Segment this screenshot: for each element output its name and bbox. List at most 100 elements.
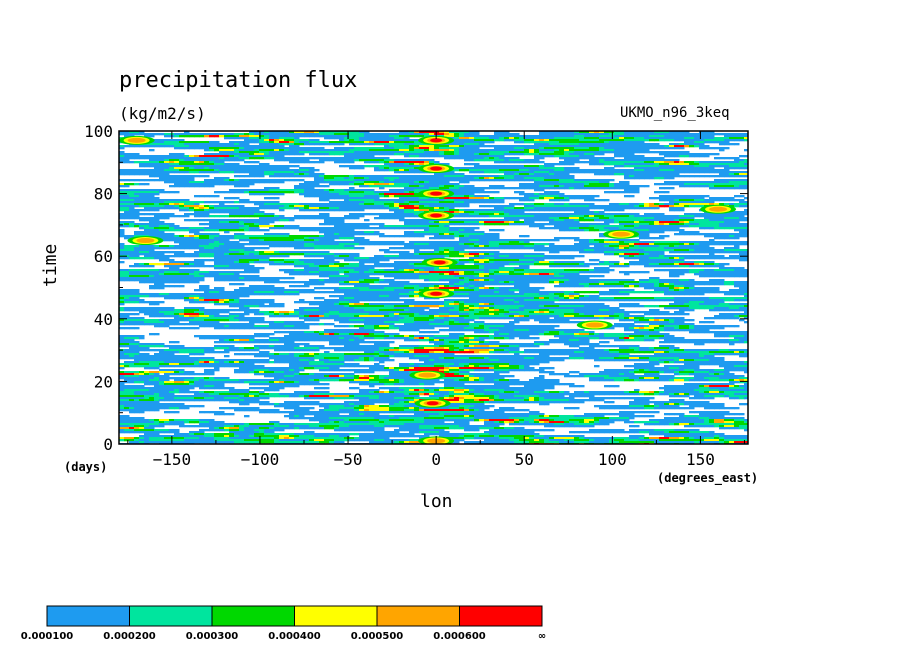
precip-cell xyxy=(214,223,220,226)
precip-cell xyxy=(159,223,165,226)
precip-cell xyxy=(409,131,415,134)
precip-cell xyxy=(264,167,270,170)
precip-cell xyxy=(209,135,215,138)
precip-cell xyxy=(459,221,465,224)
precip-cell xyxy=(319,207,325,210)
precip-cell xyxy=(644,157,650,160)
precip-cell xyxy=(439,203,445,206)
precip-cell xyxy=(479,155,485,158)
precip-cell xyxy=(119,185,125,188)
precip-cell xyxy=(559,131,565,134)
precip-cell xyxy=(744,231,748,234)
precip-cell xyxy=(324,217,330,220)
precip-cell xyxy=(519,171,525,174)
precip-cell xyxy=(699,161,705,164)
precip-cell xyxy=(234,229,240,232)
precip-cell xyxy=(609,207,615,210)
precip-cell xyxy=(714,217,720,220)
precip-cell xyxy=(584,239,590,242)
precip-cell xyxy=(639,137,645,140)
precip-cell xyxy=(349,187,355,190)
precip-cell xyxy=(139,169,145,172)
precip-cell xyxy=(574,239,580,242)
precip-cell xyxy=(509,159,515,162)
precip-cell xyxy=(319,173,325,176)
precip-cell xyxy=(714,187,720,190)
precip-cell xyxy=(714,139,720,142)
precip-cell xyxy=(279,149,285,152)
precip-cell xyxy=(224,155,230,158)
precip-cell xyxy=(124,213,130,216)
precip-cell xyxy=(214,201,220,204)
precip-cell xyxy=(294,217,300,220)
precip-cell xyxy=(359,181,365,184)
precip-cell xyxy=(519,223,525,226)
precip-cell xyxy=(664,167,670,170)
precip-cell xyxy=(324,175,330,178)
precip-cell xyxy=(479,215,485,218)
precip-cell xyxy=(224,159,230,162)
precip-cell xyxy=(399,161,405,164)
precip-cell xyxy=(574,187,580,190)
precip-cell xyxy=(209,209,215,212)
precip-cell xyxy=(334,143,340,146)
precip-cell xyxy=(629,147,635,150)
precip-cell xyxy=(239,235,245,238)
precip-cell xyxy=(164,227,170,230)
precip-cell xyxy=(169,207,175,210)
precip-cell xyxy=(239,155,245,158)
precip-cell xyxy=(419,177,425,180)
precip-cell xyxy=(414,159,420,162)
precip-cell xyxy=(589,179,595,182)
precip-cell xyxy=(549,183,555,186)
precip-cell xyxy=(584,205,590,208)
precip-cell xyxy=(309,143,315,146)
precip-cell xyxy=(574,143,580,146)
precip-cell xyxy=(339,179,345,182)
precip-cell xyxy=(699,195,705,198)
precip-cell xyxy=(564,227,570,230)
precip-cell xyxy=(604,169,610,172)
precip-cell xyxy=(364,201,370,204)
precip-cell xyxy=(534,175,540,178)
precip-cell xyxy=(269,191,275,194)
precip-cell xyxy=(599,227,605,230)
precip-cell xyxy=(509,215,515,218)
precip-cell xyxy=(474,227,480,230)
precip-cell xyxy=(734,133,740,136)
precip-cell xyxy=(249,221,255,224)
precip-cell xyxy=(469,235,475,238)
precip-cell xyxy=(349,135,355,138)
precip-cell xyxy=(524,147,530,150)
precip-cell xyxy=(344,137,350,140)
precip-cell xyxy=(609,131,615,134)
precip-cell xyxy=(264,221,270,224)
precip-cell xyxy=(289,151,295,154)
precip-cell xyxy=(269,203,275,206)
precip-cell xyxy=(449,187,455,190)
precip-cell xyxy=(239,149,245,152)
precip-cell xyxy=(204,143,210,146)
precip-cell xyxy=(469,179,475,182)
precip-cell xyxy=(184,219,190,222)
precip-cell xyxy=(524,151,530,154)
precip-cell xyxy=(164,201,170,204)
precip-cell xyxy=(189,185,195,188)
precip-cell xyxy=(679,203,685,206)
precip-cell xyxy=(359,209,365,212)
precip-cell xyxy=(439,179,445,182)
precip-cell xyxy=(539,195,545,198)
precip-cell xyxy=(219,165,225,168)
precip-cell xyxy=(194,207,200,210)
precip-cell xyxy=(319,151,325,154)
precip-cell xyxy=(664,137,670,140)
precip-cell xyxy=(594,199,600,202)
precip-cell xyxy=(619,147,625,150)
precip-cell xyxy=(489,219,495,222)
precip-cell xyxy=(254,167,260,170)
precip-cell xyxy=(714,147,720,150)
precip-cell xyxy=(274,215,280,218)
precip-cell xyxy=(664,225,670,228)
precip-cell xyxy=(199,227,205,230)
precip-cell xyxy=(414,139,420,142)
